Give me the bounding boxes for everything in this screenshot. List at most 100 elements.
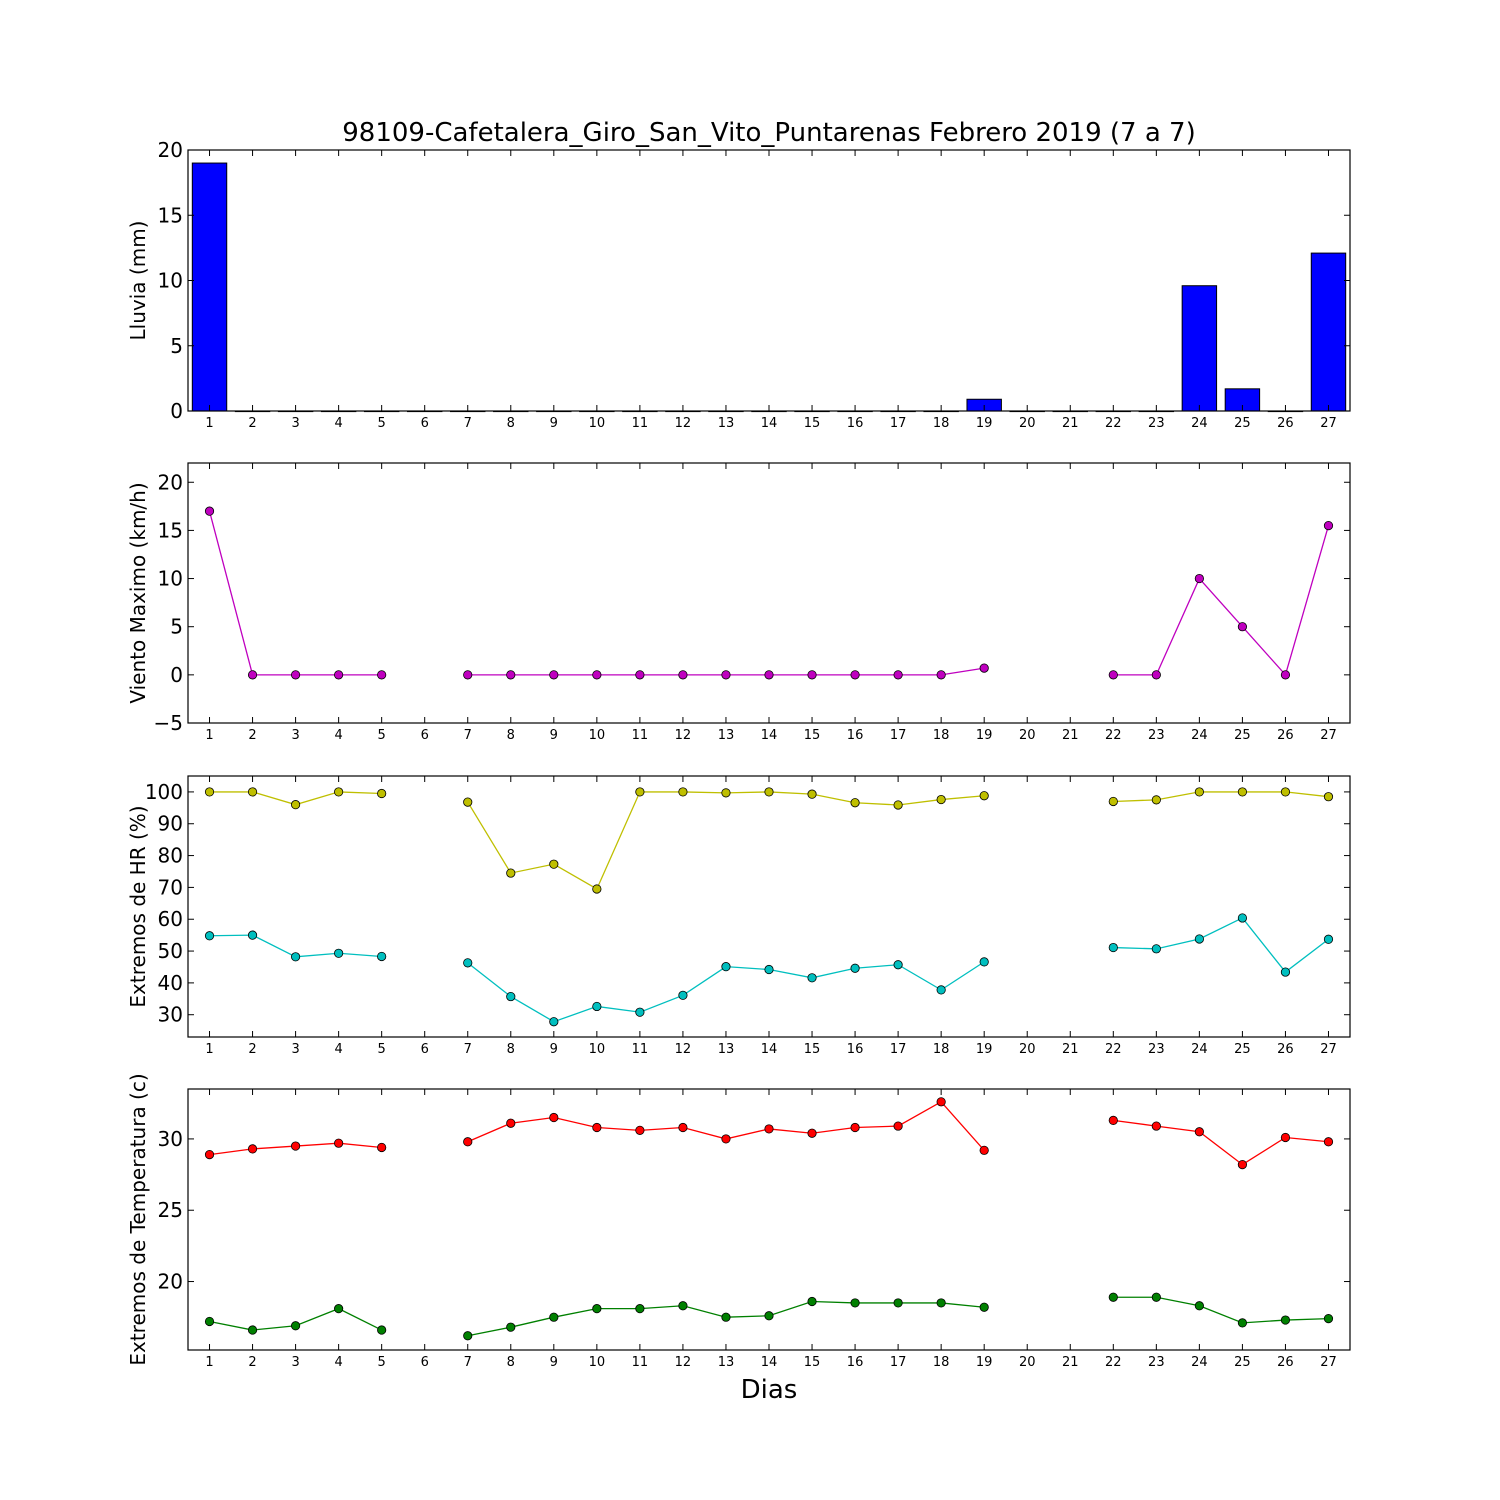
- x-tick-label: 7: [464, 416, 472, 431]
- x-tick-label: 15: [804, 728, 821, 743]
- data-point: [1151, 1121, 1161, 1131]
- data-point: [678, 670, 688, 680]
- y-tick-label: 30: [158, 1127, 183, 1151]
- x-tick-label: 7: [464, 728, 472, 743]
- x-tick-label: 23: [1148, 416, 1165, 431]
- x-tick-label: 5: [378, 1042, 386, 1057]
- data-point: [506, 991, 516, 1002]
- data-point: [850, 670, 860, 680]
- x-tick-label: 22: [1105, 1042, 1122, 1057]
- data-point: [463, 797, 473, 807]
- x-tick-label: 26: [1277, 1355, 1294, 1370]
- series-segment: [1113, 917, 1329, 973]
- data-point: [290, 952, 301, 962]
- x-tick-label: 11: [632, 728, 649, 743]
- series-line: [204, 506, 1334, 680]
- data-point: [807, 670, 817, 680]
- y-tick-label: 90: [158, 812, 183, 836]
- series-segment: [1113, 791, 1329, 803]
- x-tick-label: 18: [933, 1355, 950, 1370]
- y-tick-label: 20: [158, 138, 183, 162]
- x-tick-label: 8: [507, 416, 515, 431]
- data-point: [204, 787, 215, 797]
- x-tick-label: 3: [291, 1355, 299, 1370]
- data-point: [377, 788, 387, 799]
- x-tick-label: 21: [1062, 416, 1079, 431]
- x-tick-label: 20: [1019, 1355, 1036, 1370]
- data-point: [721, 1312, 731, 1322]
- data-point: [592, 884, 602, 894]
- x-tick-label: 17: [890, 1355, 907, 1370]
- data-point: [1151, 670, 1161, 680]
- y-tick-label: 20: [158, 1270, 183, 1294]
- x-tick-label: 23: [1148, 1042, 1165, 1057]
- data-point: [247, 1144, 258, 1154]
- x-tick-label: 23: [1148, 1355, 1165, 1370]
- data-point: [1323, 792, 1334, 802]
- y-tick-label: 70: [158, 875, 183, 899]
- data-point: [1151, 795, 1161, 805]
- x-tick-label: 1: [205, 728, 213, 743]
- x-tick-label: 21: [1062, 1355, 1079, 1370]
- x-tick-label: 26: [1277, 1042, 1294, 1057]
- data-point: [1323, 934, 1334, 944]
- data-point: [979, 663, 989, 673]
- data-point: [247, 930, 258, 940]
- x-tick-label: 13: [718, 1355, 735, 1370]
- x-tick-label: 13: [718, 416, 735, 431]
- x-tick-label: 5: [378, 1355, 386, 1370]
- bar: [1310, 252, 1347, 412]
- x-tick-label: 1: [205, 1042, 213, 1057]
- x-tick-label: 6: [421, 1355, 429, 1370]
- data-point: [549, 1312, 559, 1322]
- data-point: [290, 800, 301, 810]
- x-tick-label: 21: [1062, 1042, 1079, 1057]
- series-line: [204, 913, 1334, 1027]
- x-tick-label: 21: [1062, 728, 1079, 743]
- data-point: [1108, 1115, 1118, 1125]
- data-point: [1194, 1301, 1204, 1311]
- x-tick-label: 7: [464, 1042, 472, 1057]
- data-point: [204, 506, 215, 516]
- x-tick-label: 1: [205, 1355, 213, 1370]
- data-point: [1280, 787, 1291, 797]
- y-axis-label: Extremos de HR (%): [126, 805, 150, 1007]
- data-point: [506, 1322, 516, 1332]
- x-tick-label: 4: [334, 1355, 342, 1370]
- x-tick-label: 16: [847, 728, 864, 743]
- data-point: [1323, 1314, 1334, 1324]
- x-tick-label: 8: [507, 728, 515, 743]
- x-tick-label: 12: [675, 416, 692, 431]
- x-tick-label: 18: [933, 728, 950, 743]
- x-tick-label: 22: [1105, 416, 1122, 431]
- x-tick-label: 16: [847, 1042, 864, 1057]
- x-tick-label: 15: [804, 1042, 821, 1057]
- data-point: [764, 1311, 774, 1321]
- data-point: [635, 670, 645, 680]
- x-tick-label: 27: [1320, 1042, 1337, 1057]
- x-tick-label: 6: [421, 416, 429, 431]
- x-tick-label: 19: [976, 416, 993, 431]
- x-tick-label: 24: [1191, 416, 1208, 431]
- x-tick-label: 9: [550, 1042, 558, 1057]
- x-tick-label: 17: [890, 416, 907, 431]
- data-point: [377, 1142, 387, 1153]
- x-tick-label: 26: [1277, 728, 1294, 743]
- x-tick-label: 12: [675, 728, 692, 743]
- y-tick-label: 15: [158, 518, 183, 542]
- data-point: [334, 1304, 344, 1314]
- data-point: [1323, 1137, 1334, 1147]
- x-tick-label: 27: [1320, 416, 1337, 431]
- x-tick-label: 13: [718, 728, 735, 743]
- data-point: [1108, 796, 1118, 807]
- x-tick-label: 5: [378, 416, 386, 431]
- y-tick-label: 80: [158, 844, 183, 868]
- data-point: [635, 1007, 645, 1017]
- data-point: [936, 794, 946, 805]
- x-tick-label: 8: [507, 1042, 515, 1057]
- data-point: [1237, 913, 1248, 923]
- data-point: [850, 798, 860, 808]
